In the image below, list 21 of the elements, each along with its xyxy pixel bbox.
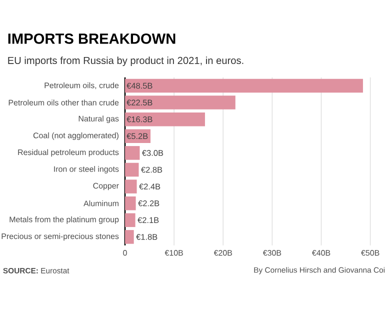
data-label: €2.8B (141, 166, 162, 173)
bar (125, 112, 205, 126)
data-label: €2.2B (138, 200, 160, 206)
data-label: €1.8B (136, 234, 158, 240)
chart-title: IMPORTS BREAKDOWN (8, 34, 176, 44)
bar (125, 180, 137, 194)
bar (125, 196, 136, 210)
bar (125, 96, 236, 110)
data-label: €22.5B (126, 100, 152, 106)
chart-subtitle: EU imports from Russia by product in 2021, in euros. (8, 56, 244, 66)
data-label: €2.4B (139, 184, 160, 190)
bar (125, 146, 140, 160)
data-label: €16.3B (126, 116, 152, 122)
data-label: €3.0B (142, 150, 164, 156)
bar (125, 162, 139, 177)
bar (125, 230, 134, 244)
data-label: €2.1B (138, 217, 159, 224)
bar (125, 213, 136, 228)
bar (125, 78, 363, 93)
data-label: €5.2B (126, 133, 148, 140)
data-label: €48.5B (126, 82, 152, 89)
